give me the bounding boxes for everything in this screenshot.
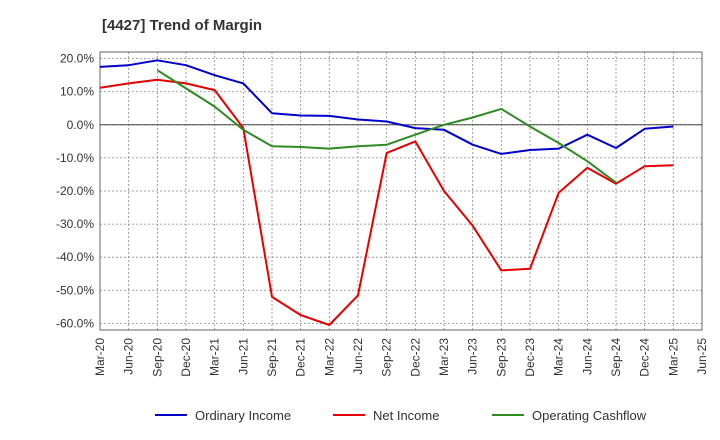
ordinary-income-line bbox=[99, 59, 674, 155]
y-tick-label: -20.0% bbox=[56, 184, 94, 198]
y-tick-label: -40.0% bbox=[56, 250, 94, 264]
y-tick-label: -50.0% bbox=[56, 283, 94, 297]
x-tick-label: Sep-21 bbox=[265, 338, 279, 377]
x-tick-label: Sep-22 bbox=[380, 338, 394, 377]
legend-label-net-income: Net Income bbox=[373, 408, 439, 423]
legend-label-ordinary-income: Ordinary Income bbox=[195, 408, 291, 423]
x-tick-label: Mar-24 bbox=[552, 338, 566, 376]
x-tick-label: Dec-21 bbox=[294, 338, 308, 377]
x-tick-label: Mar-23 bbox=[437, 338, 451, 376]
y-tick-label: 20.0% bbox=[60, 52, 94, 66]
x-tick-label: Dec-23 bbox=[523, 338, 537, 377]
x-tick-label: Mar-20 bbox=[93, 338, 107, 376]
x-tick-label: Mar-25 bbox=[666, 338, 680, 376]
x-tick-label: Jun-25 bbox=[695, 338, 709, 375]
y-tick-label: 0.0% bbox=[67, 118, 95, 132]
series-lines bbox=[99, 59, 674, 326]
y-tick-label: -10.0% bbox=[56, 151, 94, 165]
x-tick-label: Mar-22 bbox=[322, 338, 336, 376]
plot-border bbox=[99, 51, 703, 331]
x-tick-label: Mar-21 bbox=[208, 338, 222, 376]
y-tick-label: -30.0% bbox=[56, 217, 94, 231]
x-tick-label: Sep-23 bbox=[494, 338, 508, 377]
x-tick-label: Jun-21 bbox=[236, 338, 250, 375]
x-axis-ticks: Mar-20 Jun-20 Sep-20 Dec-20 Mar-21 Jun-21 Sep-… bbox=[93, 338, 709, 377]
x-tick-label: Dec-20 bbox=[179, 338, 193, 377]
y-tick-label: 10.0% bbox=[60, 85, 94, 99]
legend: Ordinary Income Net Income Operating Cashf… bbox=[155, 408, 647, 423]
legend-label-operating-cashflow: Operating Cashflow bbox=[532, 408, 647, 423]
x-tick-label: Sep-24 bbox=[609, 338, 623, 377]
grid bbox=[99, 52, 703, 330]
net-income-line bbox=[99, 78, 674, 326]
chart-title: [4427] Trend of Margin bbox=[102, 17, 262, 34]
x-tick-label: Jun-24 bbox=[580, 338, 594, 375]
x-tick-label: Dec-24 bbox=[638, 338, 652, 377]
x-tick-label: Jun-20 bbox=[122, 338, 136, 375]
x-tick-label: Dec-22 bbox=[408, 338, 422, 377]
y-tick-label: -60.0% bbox=[56, 316, 94, 330]
x-tick-label: Sep-20 bbox=[150, 338, 164, 377]
x-tick-label: Jun-22 bbox=[351, 338, 365, 375]
operating-cashflow-line bbox=[156, 69, 617, 184]
y-axis-ticks: 20.0% 10.0% 0.0% -10.0% -20.0% -30.0% -40.0% -5… bbox=[56, 52, 94, 331]
x-tick-label: Jun-23 bbox=[466, 338, 480, 375]
